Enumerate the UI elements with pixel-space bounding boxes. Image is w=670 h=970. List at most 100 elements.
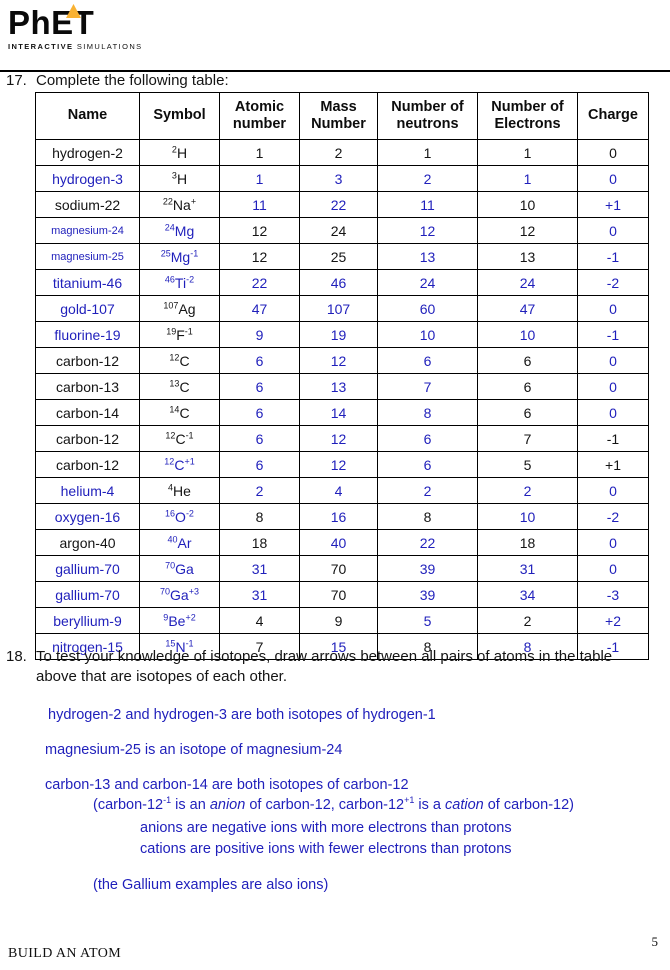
isotope-name-cell: carbon-12 — [35, 451, 140, 478]
value-cell: 2 — [219, 477, 300, 504]
isotope-name-cell: carbon-12 — [35, 347, 140, 374]
table-row: carbon-13 13C 6 13 7 6 0 — [35, 373, 649, 400]
table-row: gallium-70 70Ga 31 70 39 31 0 — [35, 555, 649, 582]
isotope-symbol-cell: 22Na+ — [139, 191, 220, 218]
value-cell: 0 — [577, 399, 649, 426]
value-cell: 8 — [219, 503, 300, 530]
isotope-symbol-cell: 9Be+2 — [139, 607, 220, 634]
value-cell: 1 — [477, 165, 578, 192]
value-cell: -1 — [577, 633, 649, 660]
answer-superscript: -1 — [163, 795, 172, 806]
value-cell: 18 — [477, 529, 578, 556]
isotope-symbol-cell: 19F-1 — [139, 321, 220, 348]
isotope-symbol-cell: 70Ga — [139, 555, 220, 582]
answer-text: of carbon-12, carbon-12 — [245, 797, 405, 813]
table-row: carbon-14 14C 6 14 8 6 0 — [35, 399, 649, 426]
isotope-symbol-cell: 107Ag — [139, 295, 220, 322]
value-cell: 0 — [577, 529, 649, 556]
isotope-name-cell: nitrogen-15 — [35, 633, 140, 660]
question-18: 18. To test your knowledge of isotopes, … — [6, 647, 656, 686]
isotope-name-cell: helium-4 — [35, 477, 140, 504]
isotope-symbol-cell: 2H — [139, 139, 220, 166]
value-cell: 12 — [477, 217, 578, 244]
value-cell: 6 — [377, 425, 478, 452]
value-cell: 2 — [377, 477, 478, 504]
table-row: titanium-46 46Ti-2 22 46 24 24 -2 — [35, 269, 649, 296]
value-cell: +2 — [577, 607, 649, 634]
isotope-name-cell: sodium-22 — [35, 191, 140, 218]
value-cell: 6 — [377, 347, 478, 374]
value-cell: 0 — [577, 373, 649, 400]
value-cell: 6 — [219, 425, 300, 452]
isotope-table: Name Symbol Atomic number Mass Number Number… — [35, 92, 649, 660]
value-cell: 5 — [377, 607, 478, 634]
answer-text: carbon-13 and carbon-14 are both isotope… — [45, 777, 409, 793]
isotope-symbol-cell: 14C — [139, 399, 220, 426]
isotope-symbol-cell: 70Ga+3 — [139, 581, 220, 608]
answer-text: (the Gallium examples are also ions) — [93, 877, 329, 893]
value-cell: 0 — [577, 555, 649, 582]
answer-italic-term: cation — [445, 797, 484, 813]
value-cell: 13 — [377, 243, 478, 270]
value-cell: 4 — [299, 477, 378, 504]
value-cell: 19 — [299, 321, 378, 348]
handwritten-answer-line: magnesium-25 is an isotope of magnesium-… — [45, 742, 342, 758]
isotope-name-cell: gallium-70 — [35, 555, 140, 582]
column-header: Mass Number — [299, 92, 378, 140]
value-cell: 12 — [219, 217, 300, 244]
value-cell: 24 — [299, 217, 378, 244]
handwritten-answer-line: (carbon-12-1 is an anion of carbon-12, c… — [93, 795, 574, 813]
value-cell: 8 — [477, 633, 578, 660]
column-header: Number of Electrons — [477, 92, 578, 140]
value-cell: 24 — [477, 269, 578, 296]
table-row: carbon-12 12C-1 6 12 6 7 -1 — [35, 425, 649, 452]
question-18-number: 18. — [6, 648, 27, 665]
value-cell: 22 — [377, 529, 478, 556]
value-cell: 25 — [299, 243, 378, 270]
value-cell: 24 — [377, 269, 478, 296]
question-17: 17. Complete the following table: — [6, 71, 646, 91]
table-row: oxygen-16 16O-2 8 16 8 10 -2 — [35, 503, 649, 530]
value-cell: 22 — [219, 269, 300, 296]
handwritten-answer-line: (the Gallium examples are also ions) — [93, 877, 328, 893]
table-row: carbon-12 12C 6 12 6 6 0 — [35, 347, 649, 374]
column-header: Charge — [577, 92, 649, 140]
table-row: sodium-22 22Na+ 11 22 11 10 +1 — [35, 191, 649, 218]
logo-subtitle-rest: SIMULATIONS — [73, 42, 143, 51]
value-cell: 3 — [299, 165, 378, 192]
value-cell: 6 — [219, 373, 300, 400]
value-cell: 7 — [377, 373, 478, 400]
value-cell: 70 — [299, 555, 378, 582]
isotope-symbol-cell: 3H — [139, 165, 220, 192]
value-cell: 1 — [377, 139, 478, 166]
isotope-name-cell: gold-107 — [35, 295, 140, 322]
isotope-name-cell: gallium-70 — [35, 581, 140, 608]
value-cell: 12 — [299, 451, 378, 478]
isotope-name-cell: magnesium-25 — [35, 243, 140, 270]
table-row: gold-107 107Ag 47 107 60 47 0 — [35, 295, 649, 322]
value-cell: -2 — [577, 503, 649, 530]
handwritten-answer-line: carbon-13 and carbon-14 are both isotope… — [45, 777, 409, 793]
answer-italic-term: anion — [209, 797, 246, 813]
value-cell: 12 — [299, 425, 378, 452]
column-header: Name — [35, 92, 140, 140]
value-cell: 60 — [377, 295, 478, 322]
value-cell: 9 — [219, 321, 300, 348]
value-cell: 15 — [299, 633, 378, 660]
answer-text: (carbon-12 — [93, 797, 164, 813]
isotope-symbol-cell: 25Mg-1 — [139, 243, 220, 270]
value-cell: 2 — [299, 139, 378, 166]
table-row: hydrogen-2 2H 1 2 1 1 0 — [35, 139, 649, 166]
value-cell: 31 — [219, 581, 300, 608]
value-cell: 1 — [477, 139, 578, 166]
phet-logo-wordmark: PhET — [8, 4, 95, 41]
value-cell: 2 — [477, 607, 578, 634]
table-row: beryllium-9 9Be+2 4 9 5 2 +2 — [35, 607, 649, 634]
table-row: hydrogen-3 3H 1 3 2 1 0 — [35, 165, 649, 192]
value-cell: 12 — [299, 347, 378, 374]
table-row: gallium-70 70Ga+3 31 70 39 34 -3 — [35, 581, 649, 608]
value-cell: 10 — [377, 321, 478, 348]
table-row: argon-40 40Ar 18 40 22 18 0 — [35, 529, 649, 556]
value-cell: 70 — [299, 581, 378, 608]
value-cell: 46 — [299, 269, 378, 296]
